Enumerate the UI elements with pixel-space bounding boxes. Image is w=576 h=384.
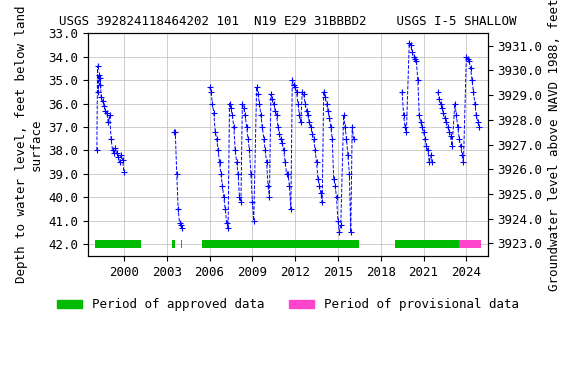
Y-axis label: Depth to water level, feet below land
surface: Depth to water level, feet below land su…	[15, 6, 43, 283]
Legend: Period of approved data, Period of provisional data: Period of approved data, Period of provi…	[52, 293, 524, 316]
Y-axis label: Groundwater level above NAVD 1988, feet: Groundwater level above NAVD 1988, feet	[548, 0, 561, 291]
Title: USGS 392824118464202 101  N19 E29 31BBBD2    USGS I-5 SHALLOW: USGS 392824118464202 101 N19 E29 31BBBD2…	[59, 15, 517, 28]
